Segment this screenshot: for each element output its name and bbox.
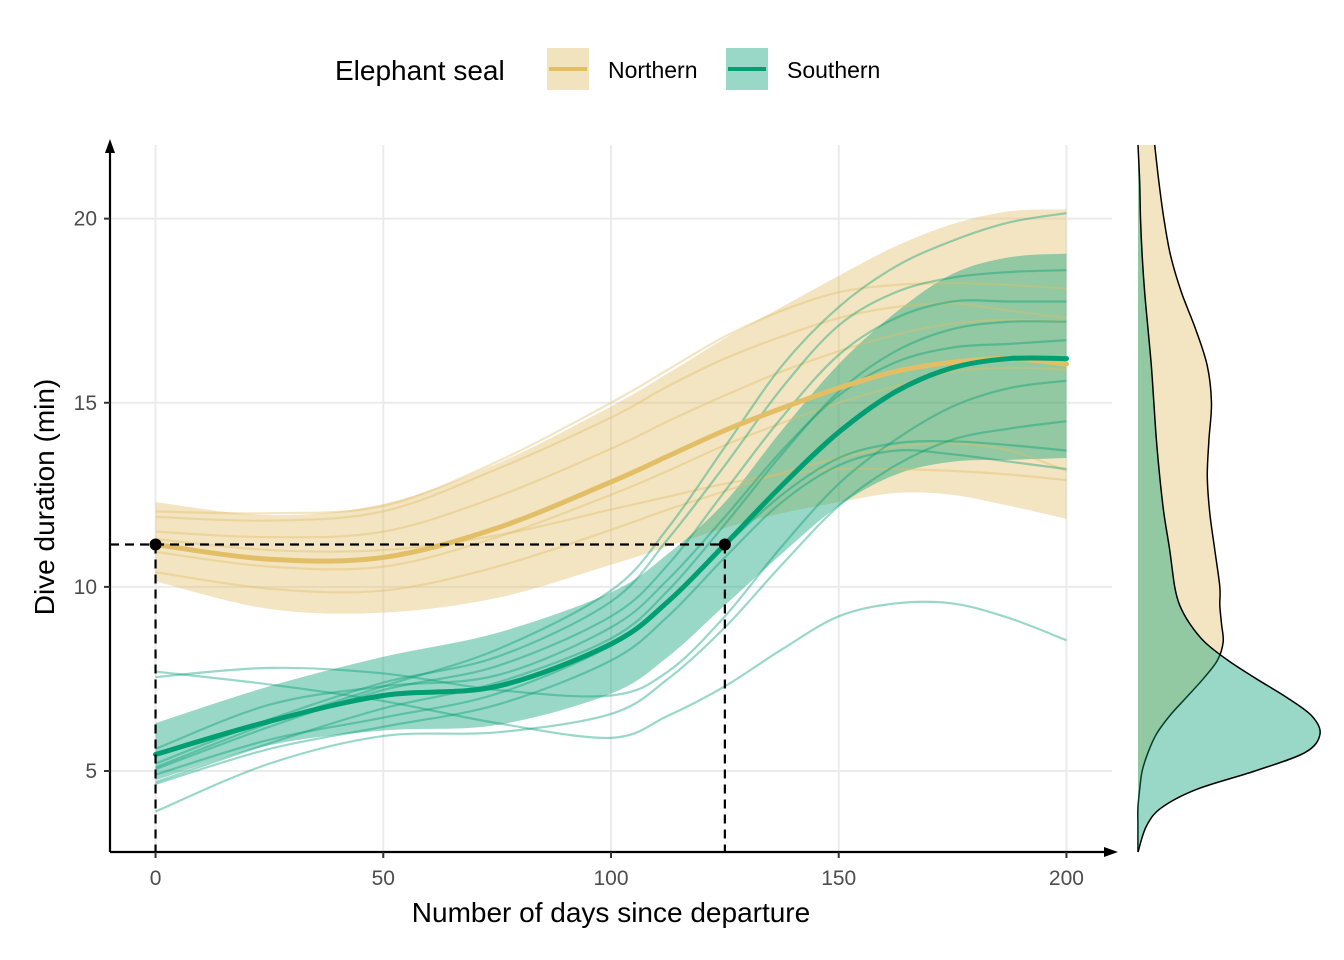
x-tick-label: 150 xyxy=(821,867,856,890)
mean-line-northern xyxy=(153,356,1069,564)
legend-title: Elephant seal xyxy=(335,55,505,86)
individual-line-northern xyxy=(155,302,1067,522)
individual-line-northern xyxy=(155,467,1067,553)
individual-line-southern xyxy=(155,320,1067,784)
confidence-bands xyxy=(155,209,1067,781)
reference-point xyxy=(718,538,731,551)
reference-point xyxy=(149,538,162,551)
density-outline-northern xyxy=(1137,144,1225,852)
individual-line-southern xyxy=(155,269,1067,765)
x-tick-label: 50 xyxy=(372,867,395,890)
individual-line-southern xyxy=(155,420,1067,813)
y-axis-arrow xyxy=(105,139,115,153)
band-northern xyxy=(155,209,1067,614)
x-axis-arrow xyxy=(1104,847,1118,857)
individual-line-southern xyxy=(155,600,1067,740)
legend-label-southern: Southern xyxy=(787,57,880,83)
mean-lines xyxy=(153,355,1069,757)
individual-line-southern xyxy=(155,339,1067,750)
y-tick-label: 5 xyxy=(85,760,97,783)
individual-lines xyxy=(155,212,1067,813)
x-tick-label: 0 xyxy=(150,867,162,890)
individual-line-northern xyxy=(155,366,1067,571)
legend: Elephant seal Northern Southern xyxy=(335,48,880,90)
individual-line-southern xyxy=(155,449,1067,785)
x-tick-label: 100 xyxy=(593,867,628,890)
density-area-northern xyxy=(1137,145,1224,852)
legend-label-northern: Northern xyxy=(608,57,697,83)
axes xyxy=(104,139,1118,858)
band-southern xyxy=(155,253,1067,781)
x-axis-title: Number of days since departure xyxy=(412,897,810,928)
individual-line-southern xyxy=(155,379,1067,698)
individual-line-northern xyxy=(155,442,1067,594)
mean-line-southern xyxy=(153,355,1069,757)
density-outline-southern xyxy=(1137,144,1321,853)
reference-lines xyxy=(110,538,731,852)
y-axis-title: Dive duration (min) xyxy=(29,379,60,616)
individual-line-northern xyxy=(155,281,1067,515)
individual-line-southern xyxy=(155,299,1067,771)
y-tick-label: 10 xyxy=(74,576,97,599)
y-tick-label: 15 xyxy=(74,392,97,415)
density-area-southern xyxy=(1138,145,1321,852)
y-tick-label: 20 xyxy=(74,208,97,231)
marginal-density xyxy=(1137,144,1321,853)
tick-labels: 0 50 100 150 200 5 10 15 20 xyxy=(74,208,1084,890)
individual-line-southern xyxy=(155,212,1067,769)
individual-line-northern xyxy=(155,318,1067,539)
gridlines xyxy=(110,145,1112,852)
x-tick-label: 200 xyxy=(1049,867,1084,890)
